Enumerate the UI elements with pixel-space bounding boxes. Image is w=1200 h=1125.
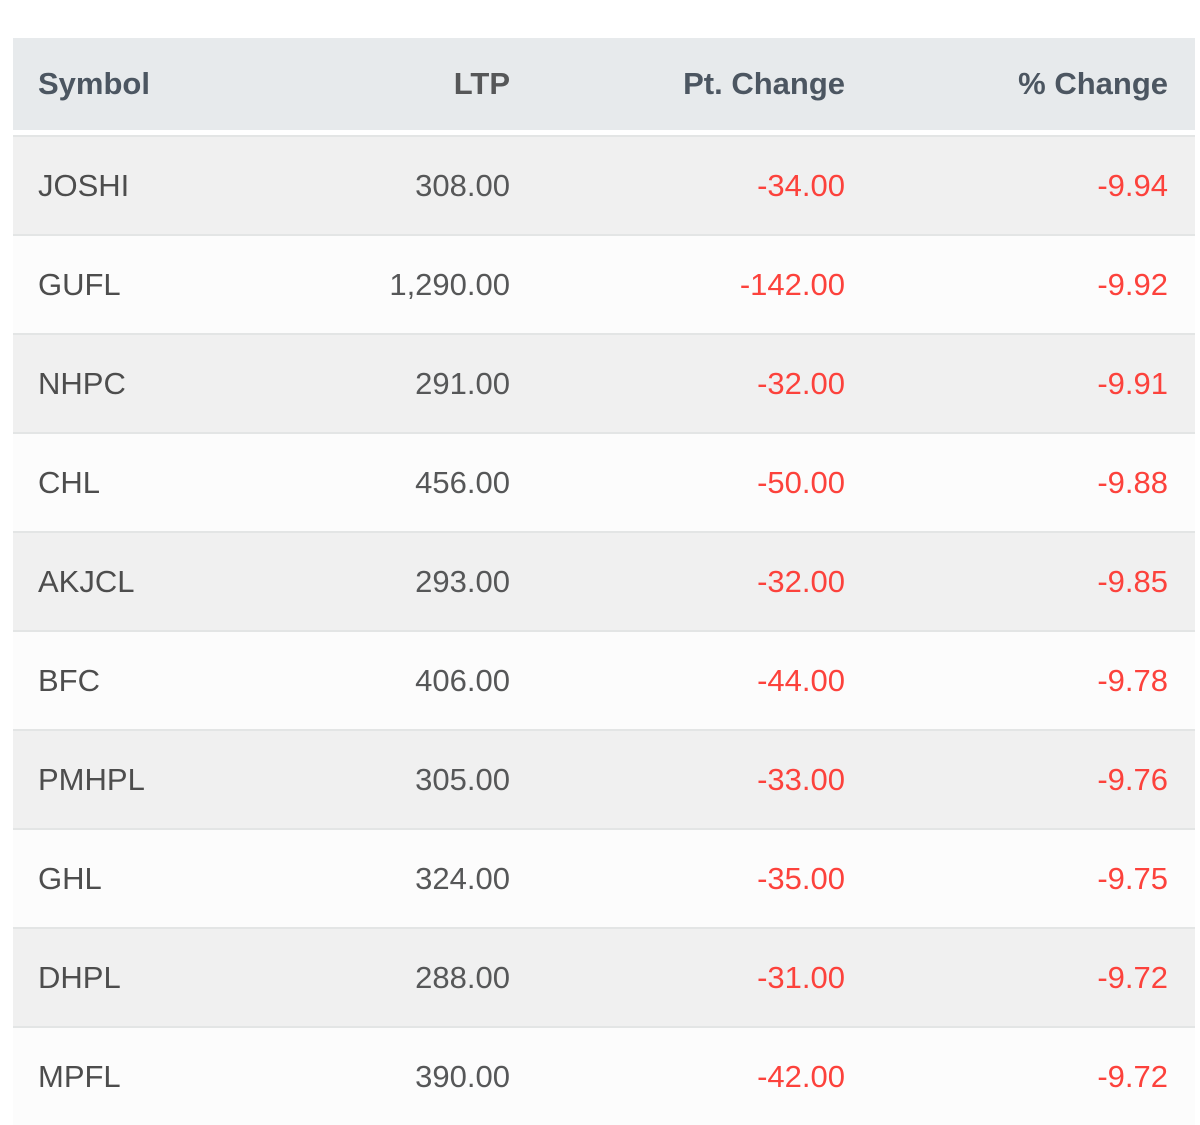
cell-pt-change: -32.00 xyxy=(757,563,845,599)
cell-symbol: CHL xyxy=(38,464,101,500)
cell-pct-change: -9.94 xyxy=(1097,167,1168,203)
table-row: BFC 406.00 -44.00 -9.78 xyxy=(13,630,1195,729)
cell-symbol: JOSHI xyxy=(38,167,130,203)
table-row: AKJCL 293.00 -32.00 -9.85 xyxy=(13,531,1195,630)
table-row: MPFL 390.00 -42.00 -9.72 xyxy=(13,1026,1195,1125)
cell-pct-change: -9.78 xyxy=(1097,662,1168,698)
cell-ltp: 288.00 xyxy=(415,959,510,995)
cell-symbol: GHL xyxy=(38,860,102,896)
cell-pt-change: -34.00 xyxy=(757,167,845,203)
table-row: DHPL 288.00 -31.00 -9.72 xyxy=(13,927,1195,1026)
cell-ltp: 1,290.00 xyxy=(389,266,510,302)
cell-ltp: 305.00 xyxy=(415,761,510,797)
table-row: GUFL 1,290.00 -142.00 -9.92 xyxy=(13,234,1195,333)
cell-ltp: 324.00 xyxy=(415,860,510,896)
cell-pct-change: -9.91 xyxy=(1097,365,1168,401)
cell-pt-change: -44.00 xyxy=(757,662,845,698)
table-row: CHL 456.00 -50.00 -9.88 xyxy=(13,432,1195,531)
cell-symbol: GUFL xyxy=(38,266,121,302)
cell-symbol: AKJCL xyxy=(38,563,135,599)
cell-pct-change: -9.75 xyxy=(1097,860,1168,896)
cell-symbol: DHPL xyxy=(38,959,121,995)
cell-ltp: 456.00 xyxy=(415,464,510,500)
cell-ltp: 293.00 xyxy=(415,563,510,599)
table-row: GHL 324.00 -35.00 -9.75 xyxy=(13,828,1195,927)
cell-pt-change: -32.00 xyxy=(757,365,845,401)
header-pt-change: Pt. Change xyxy=(683,66,845,101)
cell-ltp: 406.00 xyxy=(415,662,510,698)
cell-pct-change: -9.85 xyxy=(1097,563,1168,599)
table-row: JOSHI 308.00 -34.00 -9.94 xyxy=(13,135,1195,234)
cell-pct-change: -9.92 xyxy=(1097,266,1168,302)
cell-ltp: 291.00 xyxy=(415,365,510,401)
cell-symbol: NHPC xyxy=(38,365,126,401)
cell-pt-change: -35.00 xyxy=(757,860,845,896)
cell-symbol: PMHPL xyxy=(38,761,145,797)
cell-pct-change: -9.76 xyxy=(1097,761,1168,797)
header-ltp: LTP xyxy=(453,66,510,101)
cell-pct-change: -9.72 xyxy=(1097,959,1168,995)
table-row: NHPC 291.00 -32.00 -9.91 xyxy=(13,333,1195,432)
cell-pt-change: -142.00 xyxy=(739,266,845,302)
cell-pt-change: -33.00 xyxy=(757,761,845,797)
cell-pct-change: -9.72 xyxy=(1097,1058,1168,1094)
table-row: PMHPL 305.00 -33.00 -9.76 xyxy=(13,729,1195,828)
table-header-row: Symbol LTP Pt. Change % Change xyxy=(13,38,1195,130)
cell-symbol: BFC xyxy=(38,662,100,698)
cell-pt-change: -50.00 xyxy=(757,464,845,500)
cell-pt-change: -31.00 xyxy=(757,959,845,995)
cell-symbol: MPFL xyxy=(38,1058,121,1094)
cell-pct-change: -9.88 xyxy=(1097,464,1168,500)
header-symbol: Symbol xyxy=(38,66,150,101)
header-pct-change: % Change xyxy=(1018,66,1168,101)
cell-ltp: 390.00 xyxy=(415,1058,510,1094)
losers-table: Symbol LTP Pt. Change % Change JOSHI 308… xyxy=(13,38,1195,1125)
cell-ltp: 308.00 xyxy=(415,167,510,203)
cell-pt-change: -42.00 xyxy=(757,1058,845,1094)
